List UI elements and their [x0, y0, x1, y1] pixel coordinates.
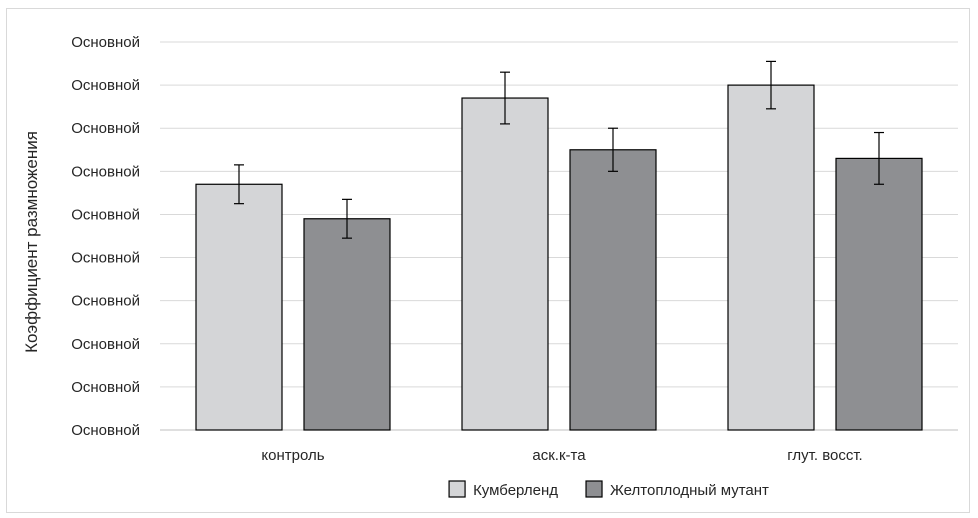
- y-axis-title: Коэффициент размножения: [22, 131, 41, 353]
- bar: [727, 84, 815, 431]
- legend: Кумберленд Желтоплодный мутант: [448, 480, 769, 499]
- legend-label: Желтоплодный мутант: [610, 482, 769, 499]
- y-tick-label: Основной: [71, 379, 140, 396]
- x-category-label: контроль: [261, 447, 324, 464]
- y-tick-label: Основной: [71, 336, 140, 353]
- legend-swatch: [448, 480, 466, 498]
- x-category-label: аск.к-та: [532, 447, 586, 464]
- bar: [461, 97, 549, 431]
- y-tick-label: Основной: [71, 293, 140, 310]
- y-tick-label: Основной: [71, 163, 140, 180]
- bar: [569, 149, 657, 431]
- y-tick-label: Основной: [71, 120, 140, 137]
- legend-swatch: [585, 480, 603, 498]
- bar: [195, 183, 283, 431]
- y-tick-label: Основной: [71, 422, 140, 439]
- bar: [835, 157, 923, 431]
- gridlines: [160, 41, 958, 431]
- y-tick-label: Основной: [71, 206, 140, 223]
- y-axis-ticks: Основной Основной Основной Основной Основной…: [71, 34, 140, 439]
- error-bars: [234, 60, 884, 239]
- y-tick-label: Основной: [71, 34, 140, 51]
- y-tick-label: Основной: [71, 250, 140, 267]
- bars: [195, 84, 923, 431]
- legend-label: Кумберленд: [473, 482, 558, 499]
- x-category-label: глут. восст.: [787, 447, 862, 464]
- y-tick-label: Основной: [71, 77, 140, 94]
- bar: [303, 218, 391, 431]
- x-axis-categories: контроль аск.к-та глут. восст.: [261, 447, 862, 464]
